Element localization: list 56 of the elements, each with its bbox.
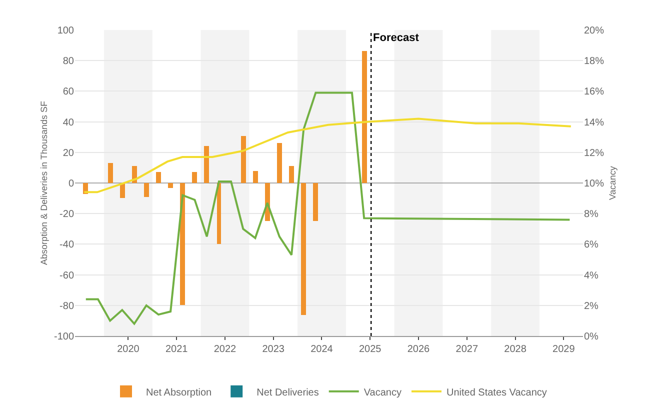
bar [277,143,282,183]
bar [168,183,173,188]
y-tick-label: 0 [68,178,74,190]
bar [289,166,294,183]
x-tick-label: 2021 [165,344,188,355]
y2-tick-label: 18% [584,56,604,68]
y-tick-label: 40 [62,117,74,128]
bar [253,171,258,183]
bar [301,183,306,315]
line-series [83,118,572,194]
bar [108,163,113,183]
x-tick-label: 2025 [358,344,382,355]
legend-label: Vacancy [364,387,402,398]
y-axis-title: Absorption & Deliveries in Thousands SF [39,100,49,265]
y-tick-label: -20 [60,209,74,220]
bar [156,172,161,183]
y-tick-label: -60 [60,270,74,282]
y2-axis-title: Vacancy [608,166,618,200]
x-tick-label: 2020 [117,344,140,355]
bar [241,136,246,183]
y-tick-label: -100 [54,332,74,342]
y-tick-label: 80 [62,56,74,68]
x-tick-label: 2029 [552,344,576,355]
x-tick-label: 2024 [310,344,334,355]
line-series [84,92,571,325]
y2-tick-label: 2% [584,300,599,312]
y-tick-label: 100 [57,26,74,36]
bar [204,146,209,183]
x-tick-label: 2022 [214,344,237,355]
y-tick-label: 20 [62,148,74,159]
x-tick-label: 2027 [456,344,478,355]
bar [362,51,367,183]
x-tick-label: 2023 [262,344,285,355]
x-tick-label: 2028 [504,344,527,355]
y2-tick-label: 14% [584,117,604,128]
x-tick-label: 2026 [407,344,430,355]
y2-tick-label: 8% [584,209,599,220]
legend-label: Net Absorption [146,387,212,398]
y2-tick-label: 6% [584,240,599,251]
bar [180,183,185,305]
legend-label: Net Deliveries [256,387,319,398]
y-tick-label: -80 [60,300,74,312]
y-tick-label: 60 [62,86,74,98]
y2-tick-label: 12% [584,148,604,159]
bar [144,183,149,197]
legend-label: United States Vacancy [446,387,547,398]
y2-tick-label: 4% [584,270,599,282]
y2-tick-label: 0% [584,332,599,342]
bar [192,172,197,183]
ref-line-label: Forecast [373,32,420,44]
bar [217,183,221,244]
bar [313,183,318,221]
y-tick-label: -40 [60,240,74,251]
y2-tick-label: 20% [584,26,604,36]
y2-tick-label: 16% [584,86,604,98]
y2-tick-label: 10% [584,178,604,190]
